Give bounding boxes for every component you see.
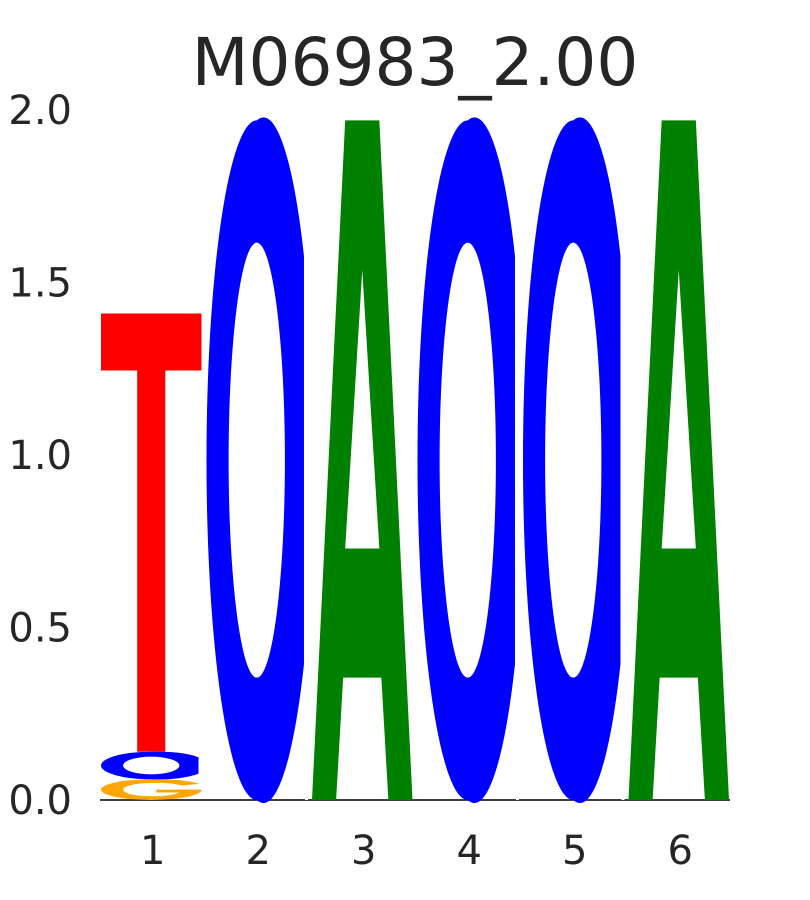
x-tick-label: 4 bbox=[457, 828, 482, 874]
y-axis-ticks: 0.0 0.5 1.0 1.5 2.0 bbox=[8, 88, 72, 824]
letter-c-glyph bbox=[417, 117, 520, 804]
letter-c-glyph bbox=[101, 751, 203, 780]
x-tick-label: 5 bbox=[562, 828, 587, 874]
letter-a-glyph bbox=[628, 120, 729, 801]
letter-t-glyph bbox=[101, 313, 202, 752]
y-tick-label: 2.0 bbox=[8, 88, 72, 134]
y-tick-label: 1.0 bbox=[8, 433, 72, 479]
x-axis-ticks: 1 2 3 4 5 6 bbox=[140, 828, 693, 874]
letter-g-glyph bbox=[101, 779, 202, 800]
x-tick-label: 1 bbox=[140, 828, 165, 874]
x-tick-label: 2 bbox=[246, 828, 271, 874]
letter-a-glyph bbox=[312, 120, 413, 801]
y-tick-label: 0.0 bbox=[8, 778, 72, 824]
letter-stacks bbox=[101, 117, 729, 804]
y-tick-label: 1.5 bbox=[8, 261, 72, 307]
letter-c-glyph bbox=[523, 117, 625, 804]
y-tick-label: 0.5 bbox=[8, 606, 72, 652]
x-tick-label: 3 bbox=[351, 828, 376, 874]
x-tick-label: 6 bbox=[668, 828, 693, 874]
letter-c-glyph bbox=[206, 117, 309, 804]
chart-title: M06983_2.00 bbox=[192, 24, 639, 101]
